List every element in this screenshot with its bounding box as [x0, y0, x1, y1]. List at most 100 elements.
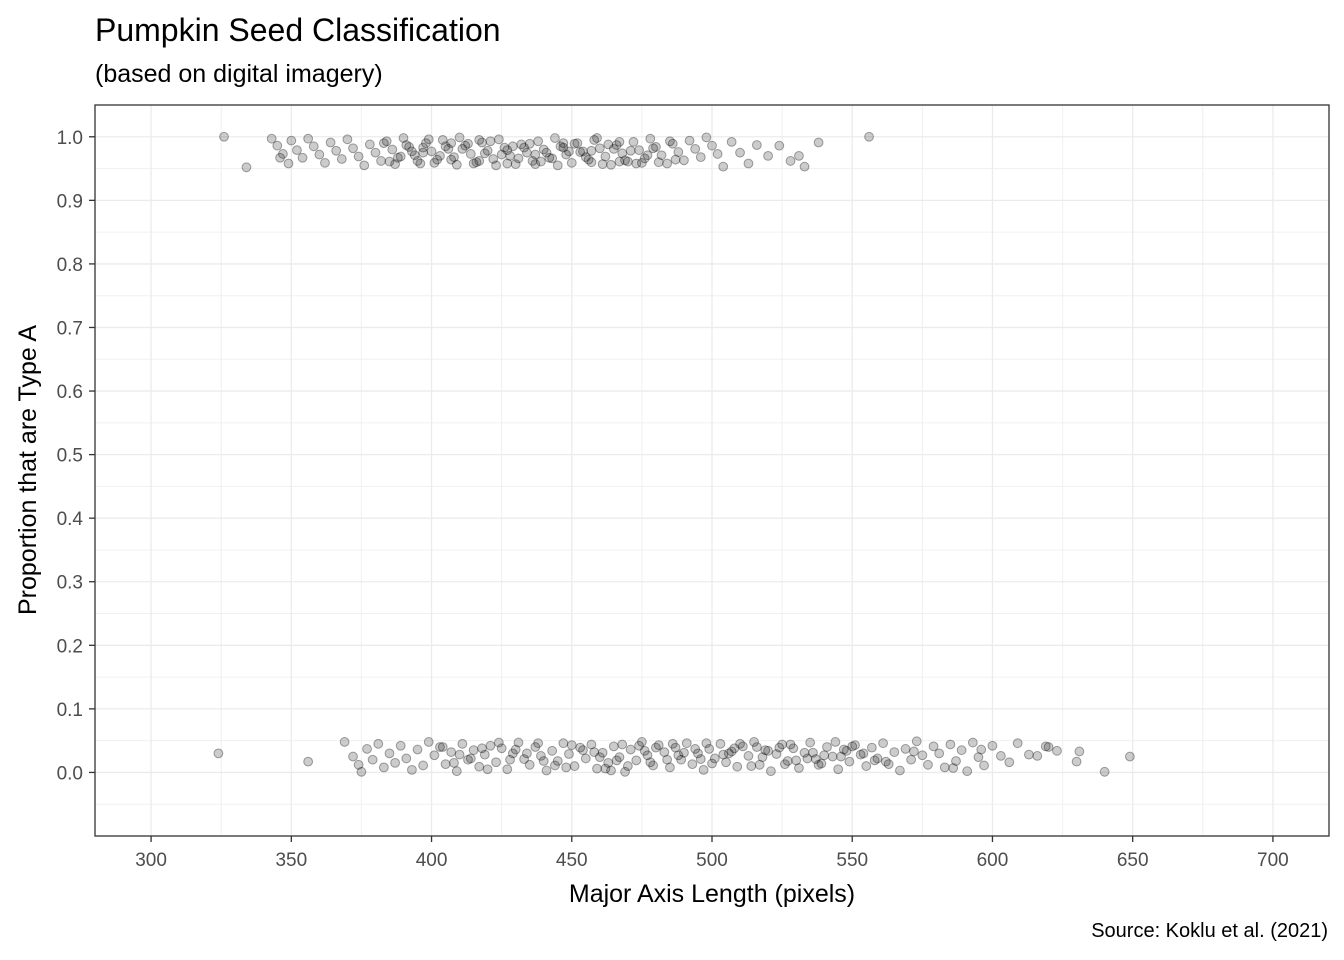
data-point: [813, 137, 824, 148]
data-point: [479, 749, 490, 760]
data-point: [446, 154, 457, 165]
data-point: [729, 743, 740, 754]
data-point: [737, 741, 748, 752]
data-point: [566, 157, 577, 168]
data-point: [594, 143, 605, 154]
data-point: [715, 738, 726, 749]
data-point: [608, 741, 619, 752]
data-point: [735, 738, 745, 749]
data-point: [524, 138, 535, 149]
data-point: [594, 752, 605, 763]
data-point: [558, 142, 569, 153]
data-point: [325, 137, 336, 148]
data-point: [676, 754, 687, 765]
data-point: [923, 759, 933, 770]
data-point: [586, 739, 597, 750]
data-point: [951, 756, 961, 766]
data-point: [510, 159, 521, 170]
chart-title: Pumpkin Seed Classification: [95, 12, 501, 48]
data-point: [536, 751, 546, 761]
data-point: [297, 152, 308, 163]
data-point: [645, 133, 656, 144]
data-point: [465, 149, 476, 159]
data-point: [704, 744, 715, 754]
data-point: [878, 738, 888, 749]
data-point: [813, 759, 824, 770]
data-point: [603, 139, 614, 150]
data-point: [384, 748, 395, 759]
data-point: [651, 142, 661, 152]
data-point: [308, 141, 319, 152]
y-tick-label: 0.9: [57, 191, 83, 212]
data-point: [625, 145, 636, 156]
y-tick-label: 0.1: [57, 700, 83, 721]
data-point: [628, 136, 639, 147]
data-point: [446, 138, 457, 149]
data-point: [463, 754, 473, 765]
data-point: [774, 742, 785, 753]
data-point: [979, 760, 989, 771]
data-point: [421, 138, 431, 149]
data-point: [693, 748, 703, 759]
data-point: [690, 744, 701, 754]
data-point: [353, 759, 364, 770]
data-point: [440, 759, 451, 770]
data-point: [530, 149, 541, 160]
data-point: [833, 764, 844, 775]
data-point: [788, 743, 799, 754]
data-point: [395, 740, 406, 751]
data-point: [777, 739, 788, 750]
data-point: [266, 133, 277, 144]
data-point: [592, 133, 602, 143]
data-point: [614, 752, 625, 763]
data-point: [934, 748, 945, 759]
data-point: [432, 154, 443, 165]
data-point: [370, 147, 381, 158]
data-point: [359, 160, 370, 171]
data-point: [698, 764, 709, 775]
data-point: [241, 162, 252, 173]
data-point: [866, 742, 877, 753]
data-point: [572, 138, 583, 149]
data-point: [292, 145, 302, 156]
data-point: [522, 748, 532, 759]
data-point: [642, 150, 653, 161]
data-point: [597, 159, 608, 170]
data-point: [631, 158, 642, 169]
data-point: [718, 161, 729, 172]
data-point: [384, 156, 395, 167]
data-point: [418, 760, 429, 771]
data-point: [830, 737, 841, 747]
data-point: [732, 761, 743, 772]
y-tick-label: 1.0: [57, 128, 83, 149]
y-axis-title: Proportion that are Type A: [14, 325, 42, 615]
data-point: [667, 138, 678, 149]
data-point: [634, 145, 644, 156]
data-point: [530, 159, 541, 170]
data-point: [625, 744, 636, 755]
data-point: [409, 150, 420, 161]
data-point: [751, 140, 762, 150]
data-point: [765, 766, 776, 777]
data-point: [945, 739, 956, 750]
data-point: [639, 745, 650, 756]
data-point: [617, 739, 628, 750]
data-point: [496, 149, 507, 160]
data-point: [446, 747, 457, 757]
data-point: [802, 753, 813, 764]
data-point: [611, 140, 622, 150]
data-point: [589, 747, 600, 757]
data-point: [614, 156, 625, 167]
data-point: [580, 152, 591, 163]
data-point: [895, 765, 905, 776]
data-point: [272, 140, 283, 151]
data-point: [808, 747, 818, 758]
data-point: [726, 136, 737, 147]
data-point: [362, 744, 372, 754]
data-point: [987, 740, 998, 751]
source-caption: Source: Koklu et al. (2021): [1091, 920, 1328, 942]
data-point: [213, 748, 224, 759]
data-point: [634, 740, 644, 751]
data-point: [855, 749, 866, 760]
data-point: [684, 135, 695, 146]
